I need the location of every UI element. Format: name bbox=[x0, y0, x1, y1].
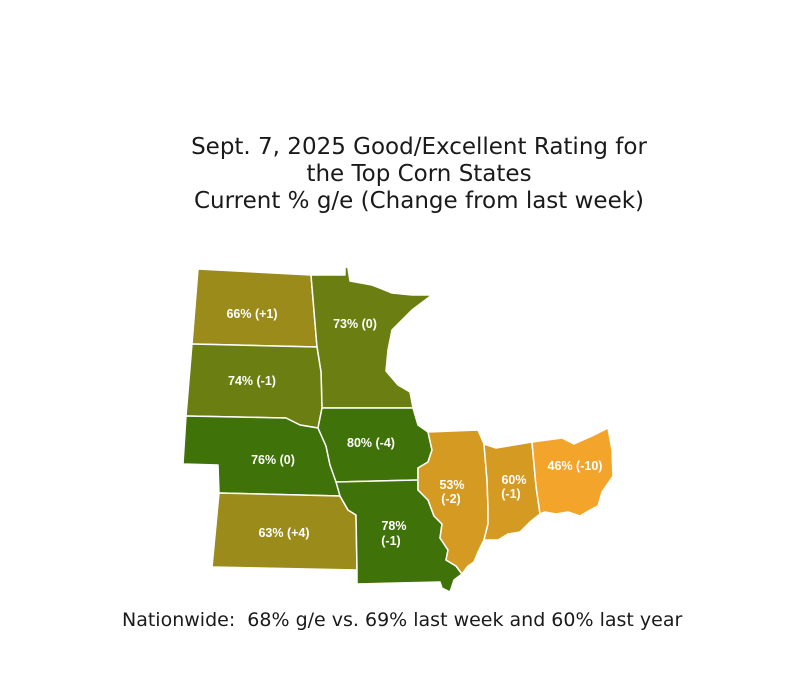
label-illinois-value: 53% bbox=[439, 478, 464, 492]
title-line-2: the Top Corn States bbox=[306, 161, 532, 187]
label-iowa: 80% (-4) bbox=[347, 436, 395, 450]
title-line-1: Sept. 7, 2025 Good/Excellent Rating for bbox=[191, 134, 647, 160]
label-north-dakota: 66% (+1) bbox=[226, 307, 277, 321]
map-title: Sept. 7, 2025 Good/Excellent Rating for … bbox=[0, 134, 800, 215]
title-line-3: Current % g/e (Change from last week) bbox=[193, 188, 645, 214]
label-illinois-change: (-2) bbox=[441, 492, 460, 506]
label-ohio: 46% (-10) bbox=[548, 459, 603, 473]
label-minnesota: 73% (0) bbox=[333, 317, 377, 331]
label-indiana-change: (-1) bbox=[501, 487, 520, 501]
state-ohio bbox=[531, 427, 614, 517]
state-minnesota bbox=[310, 265, 433, 409]
label-nebraska: 76% (0) bbox=[251, 453, 295, 467]
label-kansas: 63% (+4) bbox=[258, 526, 309, 540]
label-missouri-value: 78% bbox=[381, 519, 406, 533]
nationwide-summary: Nationwide: 68% g/e vs. 69% last week an… bbox=[122, 609, 683, 631]
label-missouri-change: (-1) bbox=[381, 534, 400, 548]
label-south-dakota: 74% (-1) bbox=[228, 374, 276, 388]
label-indiana-value: 60% bbox=[501, 473, 526, 487]
